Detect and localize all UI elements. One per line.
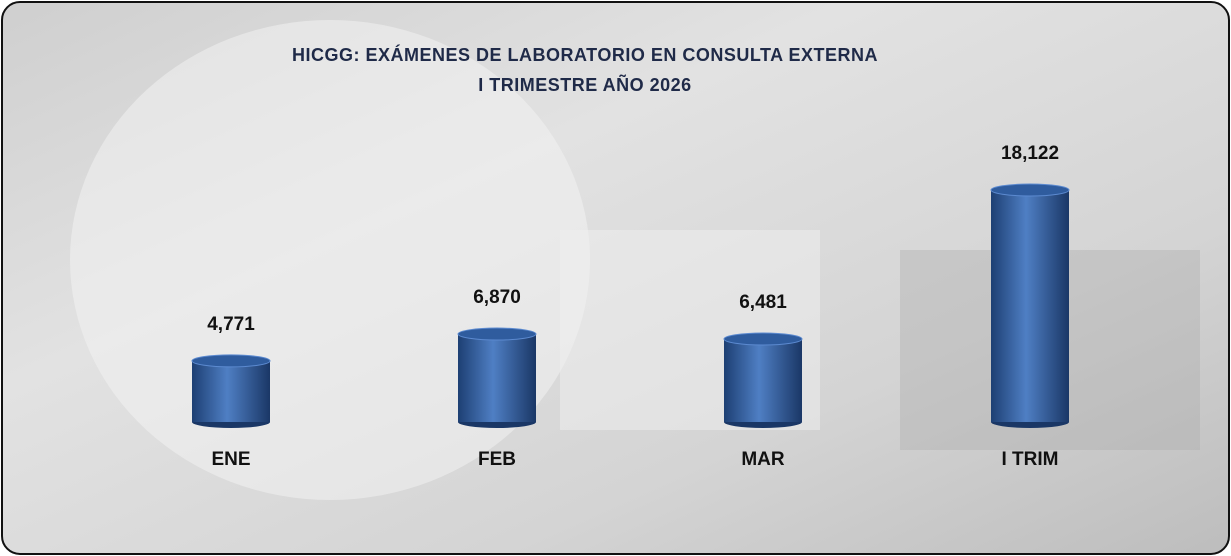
bar xyxy=(192,360,270,422)
x-tick-label: ENE xyxy=(211,449,251,470)
bar xyxy=(458,334,536,422)
value-label: 6,481 xyxy=(739,292,787,313)
bar xyxy=(991,190,1069,422)
x-tick-label: FEB xyxy=(478,449,516,470)
chart-title: HICGG: EXÁMENES DE LABORATORIO EN CONSUL… xyxy=(292,44,878,65)
bar-top xyxy=(723,332,803,346)
x-tick-label: MAR xyxy=(741,449,785,470)
x-tick-label: I TRIM xyxy=(1001,449,1059,470)
bar-top xyxy=(990,183,1070,197)
value-label: 6,870 xyxy=(473,287,521,308)
bar xyxy=(724,339,802,422)
value-label: 18,122 xyxy=(1001,143,1059,164)
value-label: 4,771 xyxy=(207,314,255,335)
bar-top xyxy=(457,327,537,341)
bar-top xyxy=(191,354,271,368)
chart-subtitle: I TRIMESTRE AÑO 2026 xyxy=(478,74,691,95)
